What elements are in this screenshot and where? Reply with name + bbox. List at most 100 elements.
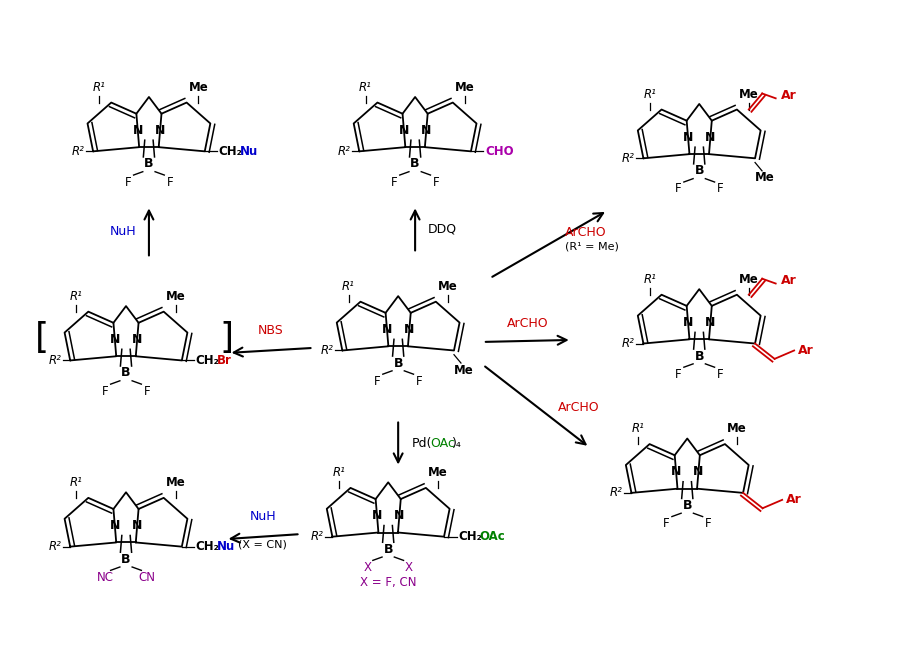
- Text: N: N: [394, 509, 404, 522]
- Text: OAc: OAc: [430, 437, 454, 450]
- Text: R²: R²: [49, 540, 61, 553]
- Text: NuH: NuH: [109, 225, 136, 238]
- Text: N: N: [132, 124, 143, 137]
- Text: CHO: CHO: [485, 145, 514, 158]
- Text: B: B: [383, 543, 393, 556]
- Text: (X = CN): (X = CN): [238, 539, 287, 549]
- Text: X = F, CN: X = F, CN: [360, 576, 417, 589]
- Text: Nu: Nu: [239, 145, 258, 158]
- Text: B: B: [122, 553, 130, 566]
- Text: Ar: Ar: [798, 344, 814, 357]
- Text: Me: Me: [166, 476, 185, 489]
- Text: Nu: Nu: [217, 540, 235, 553]
- Text: Pd(: Pd(: [412, 437, 433, 450]
- Text: OAc: OAc: [479, 530, 505, 543]
- Text: Ar: Ar: [787, 493, 802, 506]
- Text: R¹: R¹: [70, 290, 83, 303]
- Text: R²: R²: [310, 530, 323, 543]
- Text: N: N: [670, 465, 681, 478]
- Text: R²: R²: [622, 152, 634, 165]
- Text: ArCHO: ArCHO: [507, 317, 549, 330]
- Text: [: [: [35, 321, 50, 355]
- Text: N: N: [421, 124, 431, 137]
- Text: N: N: [399, 124, 410, 137]
- Text: CH₂: CH₂: [196, 354, 220, 367]
- Text: R²: R²: [338, 145, 350, 158]
- Text: R¹: R¹: [644, 273, 656, 286]
- Text: R¹: R¹: [342, 280, 356, 293]
- Text: N: N: [683, 131, 693, 144]
- Text: N: N: [132, 333, 142, 346]
- Text: F: F: [705, 517, 712, 530]
- Text: N: N: [155, 124, 166, 137]
- Text: F: F: [663, 517, 670, 530]
- Text: F: F: [125, 175, 131, 188]
- Text: R¹: R¹: [93, 80, 106, 93]
- Text: N: N: [110, 519, 120, 532]
- Text: NuH: NuH: [249, 510, 276, 523]
- Text: R¹: R¹: [359, 80, 372, 93]
- Text: N: N: [693, 465, 704, 478]
- Text: B: B: [410, 158, 420, 171]
- Text: Me: Me: [189, 80, 209, 93]
- Text: ArCHO: ArCHO: [558, 401, 599, 414]
- Text: X: X: [405, 561, 413, 574]
- Text: F: F: [102, 385, 108, 398]
- Text: F: F: [416, 374, 422, 387]
- Text: N: N: [683, 316, 693, 329]
- Text: CH₂: CH₂: [196, 540, 220, 553]
- Text: DDQ: DDQ: [428, 223, 457, 236]
- Text: Me: Me: [428, 466, 447, 479]
- Text: R²: R²: [622, 337, 634, 350]
- Text: F: F: [144, 385, 150, 398]
- Text: Br: Br: [217, 354, 231, 367]
- Text: CH₂: CH₂: [219, 145, 242, 158]
- Text: R²: R²: [320, 344, 333, 357]
- Text: NC: NC: [96, 571, 113, 584]
- Text: F: F: [166, 175, 173, 188]
- Text: N: N: [404, 323, 415, 336]
- Text: N: N: [132, 519, 142, 532]
- Text: ArCHO: ArCHO: [564, 226, 607, 239]
- Text: CN: CN: [139, 571, 156, 584]
- Text: N: N: [382, 323, 392, 336]
- Text: Me: Me: [437, 280, 457, 293]
- Text: (R¹ = Me): (R¹ = Me): [564, 241, 618, 251]
- Text: B: B: [695, 164, 704, 177]
- Text: NBS: NBS: [257, 324, 284, 337]
- Text: B: B: [122, 367, 130, 380]
- Text: Me: Me: [454, 363, 473, 376]
- Text: Me: Me: [454, 80, 474, 93]
- Text: F: F: [675, 182, 681, 195]
- Text: B: B: [393, 356, 403, 369]
- Text: Me: Me: [727, 422, 747, 435]
- Text: F: F: [374, 374, 381, 387]
- Text: N: N: [706, 316, 716, 329]
- Text: Me: Me: [166, 290, 185, 303]
- Text: R²: R²: [71, 145, 85, 158]
- Text: R²: R²: [49, 354, 61, 367]
- Text: Ar: Ar: [780, 89, 796, 102]
- Text: F: F: [717, 182, 724, 195]
- Text: R¹: R¹: [631, 422, 644, 435]
- Text: CH₂: CH₂: [458, 530, 482, 543]
- Text: X: X: [364, 561, 372, 574]
- Text: F: F: [391, 175, 398, 188]
- Text: N: N: [372, 509, 382, 522]
- Text: B: B: [144, 158, 154, 171]
- Text: F: F: [717, 368, 724, 381]
- Text: F: F: [675, 368, 681, 381]
- Text: R¹: R¹: [70, 476, 83, 489]
- Text: Me: Me: [739, 273, 759, 286]
- Text: N: N: [110, 333, 120, 346]
- Text: R¹: R¹: [332, 466, 345, 479]
- Text: N: N: [706, 131, 716, 144]
- Text: B: B: [695, 350, 704, 363]
- Text: R²: R²: [609, 486, 623, 499]
- Text: F: F: [433, 175, 439, 188]
- Text: R¹: R¹: [644, 88, 656, 101]
- Text: ]: ]: [220, 321, 234, 355]
- Text: B: B: [682, 499, 692, 512]
- Text: Me: Me: [739, 88, 759, 101]
- Text: Ar: Ar: [780, 274, 796, 287]
